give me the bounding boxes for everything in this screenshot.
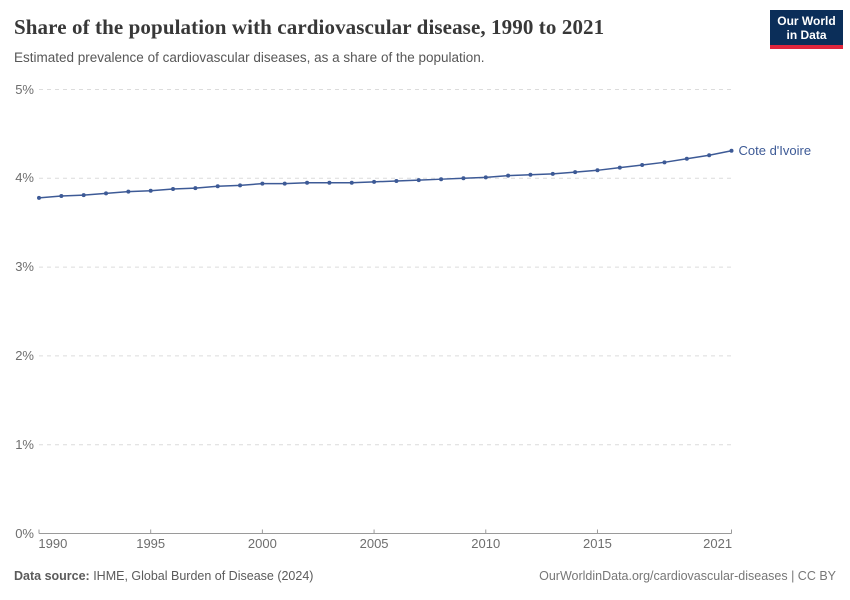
data-point[interactable] xyxy=(617,165,622,170)
owid-logo[interactable]: Our World in Data xyxy=(770,10,843,49)
y-tick-label: 3% xyxy=(15,259,34,275)
data-point[interactable] xyxy=(506,173,511,178)
x-tick-label: 1995 xyxy=(136,536,166,551)
owid-logo-line2: in Data xyxy=(786,28,827,42)
data-point[interactable] xyxy=(37,195,41,200)
chart-title: Share of the population with cardiovascu… xyxy=(14,15,605,39)
data-point[interactable] xyxy=(461,176,466,181)
data-point[interactable] xyxy=(595,168,600,173)
data-point[interactable] xyxy=(148,188,153,193)
owid-logo-line1: Our World xyxy=(777,14,836,28)
data-point[interactable] xyxy=(729,148,734,153)
data-point[interactable] xyxy=(104,191,109,196)
data-point[interactable] xyxy=(483,175,488,180)
data-point[interactable] xyxy=(81,193,86,198)
data-point[interactable] xyxy=(573,170,578,175)
data-point[interactable] xyxy=(662,160,667,165)
data-point[interactable] xyxy=(171,186,176,191)
data-point[interactable] xyxy=(640,162,645,167)
data-point[interactable] xyxy=(59,194,64,199)
data-point[interactable] xyxy=(394,178,399,183)
data-point[interactable] xyxy=(126,189,131,194)
data-point[interactable] xyxy=(260,181,265,186)
x-tick-label: 2005 xyxy=(359,536,389,551)
y-tick-label: 1% xyxy=(15,436,34,452)
data-point[interactable] xyxy=(282,181,287,186)
attribution-link[interactable]: OurWorldinData.org/cardiovascular-diseas… xyxy=(539,569,836,583)
series-line[interactable] xyxy=(38,150,732,199)
data-point[interactable] xyxy=(707,153,712,158)
series-label[interactable]: Cote d'Ivoire xyxy=(738,142,812,158)
data-point[interactable] xyxy=(349,180,354,185)
data-point[interactable] xyxy=(238,183,243,188)
owid-logo-accent-bar xyxy=(770,45,843,49)
data-point[interactable] xyxy=(193,186,198,191)
data-point[interactable] xyxy=(327,180,332,185)
y-tick-label: 4% xyxy=(15,170,34,186)
x-tick-label: 2015 xyxy=(582,536,612,551)
data-source-note: Data source: IHME, Global Burden of Dise… xyxy=(14,569,313,583)
data-point[interactable] xyxy=(550,171,555,176)
y-tick-label: 2% xyxy=(15,347,34,363)
y-tick-label: 5% xyxy=(15,81,34,97)
x-tick-label: 2010 xyxy=(471,536,501,551)
data-point[interactable] xyxy=(305,180,310,185)
data-point[interactable] xyxy=(215,184,220,189)
chart-subtitle: Estimated prevalence of cardiovascular d… xyxy=(14,50,485,65)
x-tick-label: 1990 xyxy=(38,536,68,551)
x-tick-label: 2000 xyxy=(247,536,277,551)
owid-logo-text: Our World in Data xyxy=(770,10,843,45)
data-point[interactable] xyxy=(416,178,421,183)
data-source-text: IHME, Global Burden of Disease (2024) xyxy=(89,569,314,583)
data-point[interactable] xyxy=(528,172,533,177)
data-point[interactable] xyxy=(439,177,444,182)
data-point[interactable] xyxy=(684,156,689,161)
data-source-label: Data source: xyxy=(14,569,90,583)
x-tick-label: 2021 xyxy=(703,536,733,551)
data-point[interactable] xyxy=(372,179,377,184)
y-tick-label: 0% xyxy=(15,525,34,541)
